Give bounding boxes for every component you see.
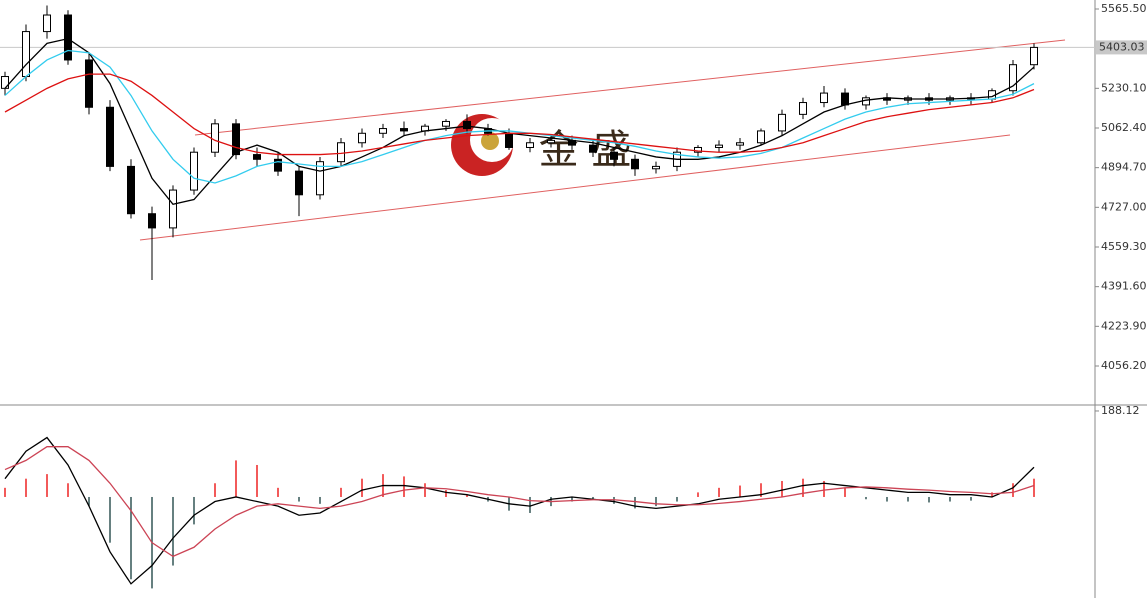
candle-body (148, 213, 156, 229)
y-tick-label: 5230.10 (1101, 81, 1147, 94)
candle-body (757, 130, 765, 144)
y-tick-label: 5062.40 (1101, 121, 1147, 134)
y-tick-label: 188.12 (1101, 404, 1140, 417)
channel-lower (139, 134, 1011, 241)
candle-body (463, 120, 471, 130)
channel-upper (194, 39, 1066, 136)
candle-body (274, 158, 282, 172)
candle-body (232, 123, 240, 156)
last-price-box (1096, 40, 1147, 55)
y-tick-label: 4223.90 (1101, 319, 1147, 332)
candle-body (211, 123, 219, 153)
y-tick-label: 4727.00 (1101, 200, 1147, 213)
candle-body (85, 59, 93, 108)
candle-body (1030, 46, 1038, 66)
candle-body (505, 132, 513, 148)
candle-body (295, 170, 303, 196)
candle-body (820, 92, 828, 104)
candle-body (631, 158, 639, 170)
candle-body (64, 14, 72, 61)
candle-body (736, 142, 744, 146)
watermark-text: 金 盛 (539, 127, 632, 173)
candle-body (442, 120, 450, 127)
last-price-label: 5403.03 (1099, 40, 1145, 53)
candle-body (316, 161, 324, 196)
candle-body (610, 151, 618, 160)
candle-body (526, 142, 534, 148)
candle-body (652, 165, 660, 170)
candle-body (190, 151, 198, 191)
y-tick-label: 4391.60 (1101, 280, 1147, 293)
moving-average-line (4, 73, 1035, 156)
y-tick-label: 5565.50 (1101, 2, 1147, 15)
candle-body (1009, 64, 1017, 92)
y-tick-label: 4056.20 (1101, 359, 1147, 372)
moving-average-line (4, 37, 1035, 205)
candle-body (379, 128, 387, 134)
candle-body (400, 128, 408, 132)
candle-body (589, 144, 597, 153)
candle-body (778, 113, 786, 132)
candle-body (358, 132, 366, 144)
candle-body (547, 139, 555, 144)
candle-body (799, 102, 807, 115)
macd-line (4, 446, 1035, 558)
y-tick-label: 4559.30 (1101, 240, 1147, 253)
candle-body (106, 106, 114, 167)
candle-body (337, 142, 345, 163)
moving-average-line (4, 49, 1035, 184)
candle-body (22, 31, 30, 78)
candle-body (127, 165, 135, 215)
candle-body (715, 144, 723, 148)
candle-body (694, 146, 702, 153)
candle-body (169, 189, 177, 229)
candle-body (253, 154, 261, 160)
candle-body (841, 92, 849, 106)
y-tick-label: 4894.70 (1101, 161, 1147, 174)
candle-body (1, 76, 9, 89)
candle-body (43, 14, 51, 33)
